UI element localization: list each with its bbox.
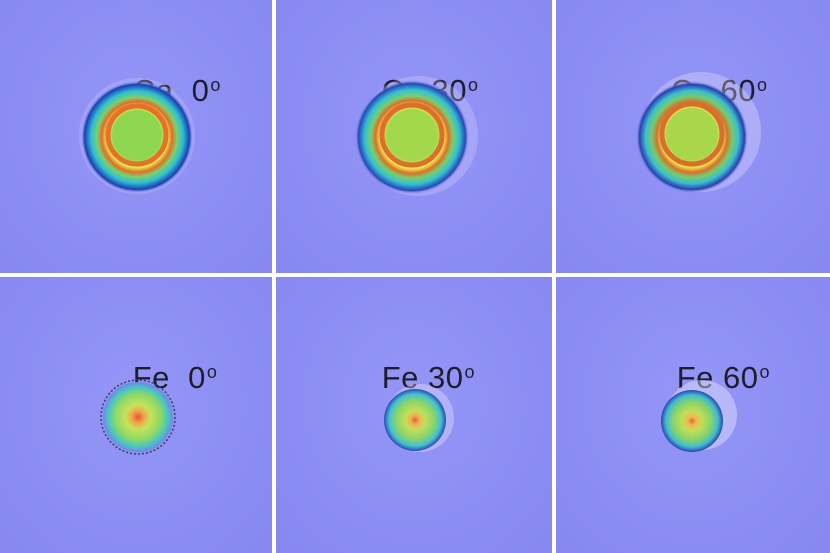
- angle-label: 0: [188, 360, 206, 395]
- element-label: Fe: [381, 360, 419, 395]
- panel-fe-60: Fe 60o: [556, 277, 830, 553]
- panel-ca-60: Ca 60o: [556, 0, 830, 273]
- spot-core: [386, 109, 438, 161]
- panel-fe-0: Fe 0o: [0, 277, 272, 553]
- spot-body: [661, 390, 723, 452]
- spot-body: [384, 389, 446, 451]
- panel-ca-30: Ca 30o: [276, 0, 552, 273]
- spot-ring: [379, 102, 445, 168]
- spot-ring: [659, 101, 725, 167]
- spot-body: [103, 382, 173, 452]
- degree-mark: o: [210, 75, 221, 95]
- spot-ring: [105, 103, 169, 167]
- degree-mark: o: [464, 362, 475, 382]
- ca-60-spot: [636, 72, 761, 193]
- fe-60-spot: [661, 380, 737, 452]
- panel-fe-30: Fe 30o: [276, 277, 552, 553]
- ca-0-spot: [79, 78, 195, 194]
- panel-label: Fe 30o: [327, 331, 475, 424]
- spot-core: [666, 108, 718, 160]
- spot-core: [112, 110, 162, 160]
- angle-label: 0: [191, 73, 210, 108]
- degree-mark: o: [756, 75, 768, 95]
- element-label: Fe: [676, 360, 714, 395]
- fe-0-spot: [100, 379, 176, 455]
- degree-mark: o: [467, 75, 479, 95]
- panel-label: Fe 60o: [622, 331, 770, 424]
- degree-mark: o: [759, 362, 770, 382]
- fe-30-spot: [384, 384, 454, 452]
- panel-ca-0: Ca 0o: [0, 0, 272, 273]
- degree-mark: o: [206, 362, 218, 382]
- angle-label: 60: [723, 360, 759, 395]
- angle-label: 30: [428, 360, 464, 395]
- spot-outline: [100, 379, 176, 455]
- ca-30-spot: [355, 76, 478, 196]
